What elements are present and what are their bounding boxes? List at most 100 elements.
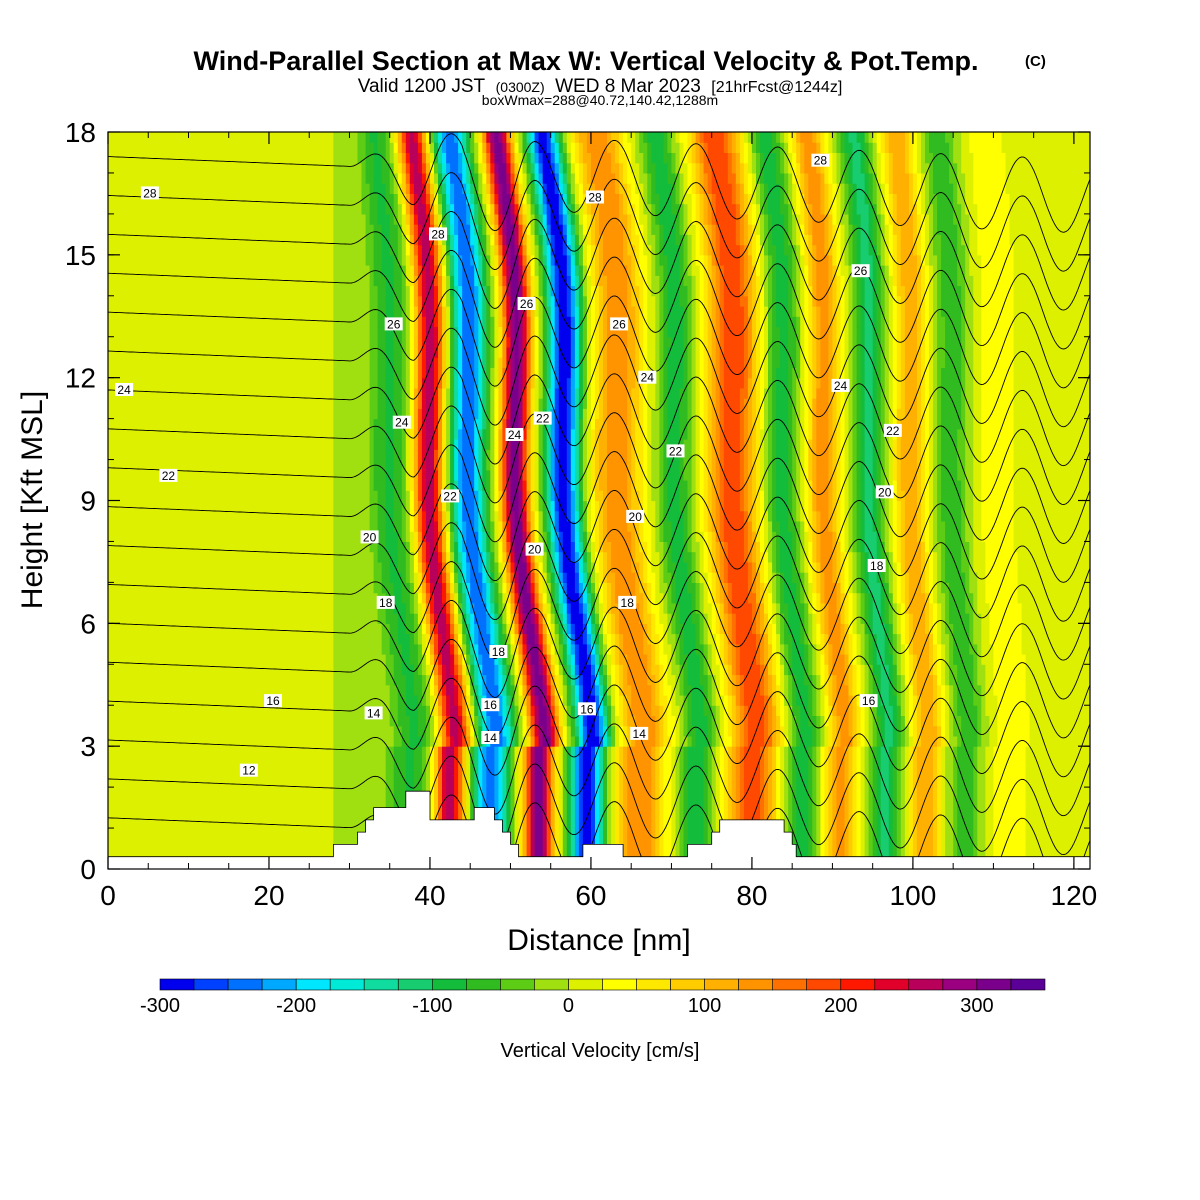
velocity-cell	[108, 766, 113, 778]
velocity-cell	[277, 684, 282, 696]
velocity-cell	[168, 172, 173, 184]
velocity-cell	[180, 275, 185, 287]
velocity-cell	[184, 213, 190, 225]
velocity-cell	[156, 224, 161, 235]
velocity-cell	[132, 572, 137, 583]
velocity-cell	[112, 254, 117, 266]
velocity-cell	[224, 162, 230, 174]
velocity-cell	[240, 776, 246, 788]
velocity-cell	[192, 244, 198, 256]
velocity-cell	[212, 613, 218, 624]
velocity-cell	[204, 572, 210, 583]
velocity-cell	[256, 664, 262, 676]
velocity-cell	[220, 664, 226, 676]
velocity-cell	[381, 674, 387, 686]
velocity-cell	[260, 541, 266, 553]
velocity-cell	[136, 500, 141, 512]
velocity-cell	[136, 203, 141, 215]
velocity-cell	[152, 234, 157, 246]
velocity-cell	[329, 357, 334, 368]
velocity-cell	[285, 817, 290, 829]
velocity-cell	[176, 244, 181, 256]
velocity-cell	[116, 735, 121, 747]
velocity-cell	[369, 551, 375, 563]
velocity-cell	[333, 162, 338, 174]
velocity-cell	[273, 746, 278, 757]
velocity-cell	[305, 664, 310, 676]
velocity-cell	[244, 203, 250, 215]
velocity-cell	[305, 357, 310, 368]
velocity-cell	[381, 766, 387, 778]
velocity-cell	[252, 367, 258, 379]
velocity-cell	[337, 142, 342, 153]
velocity-cell	[313, 336, 318, 348]
velocity-cell	[152, 275, 157, 287]
velocity-cell	[108, 285, 113, 297]
velocity-cell	[172, 705, 177, 716]
velocity-cell	[232, 306, 238, 317]
velocity-cell	[256, 756, 262, 768]
velocity-cell	[329, 541, 334, 553]
velocity-cell	[136, 531, 141, 542]
velocity-cell	[353, 203, 359, 215]
velocity-cell	[309, 695, 314, 706]
velocity-cell	[269, 306, 274, 317]
velocity-cell	[373, 408, 379, 420]
velocity-cell	[236, 418, 242, 430]
velocity-cell	[176, 684, 181, 696]
velocity-cell	[236, 490, 242, 502]
velocity-cell	[341, 183, 346, 194]
velocity-cell	[224, 428, 230, 440]
velocity-cell	[277, 510, 282, 522]
velocity-cell	[196, 490, 202, 502]
velocity-cell	[305, 807, 310, 819]
velocity-cell	[281, 746, 286, 757]
velocity-cell	[176, 387, 181, 399]
velocity-cell	[180, 848, 185, 860]
velocity-cell	[289, 254, 294, 266]
velocity-cell	[124, 521, 129, 532]
velocity-cell	[216, 797, 222, 809]
velocity-cell	[273, 377, 278, 389]
velocity-cell	[176, 551, 181, 563]
velocity-cell	[196, 275, 202, 287]
velocity-cell	[317, 838, 322, 850]
velocity-cell	[172, 387, 177, 399]
velocity-cell	[136, 592, 141, 604]
velocity-cell	[128, 705, 133, 716]
velocity-cell	[144, 674, 149, 686]
velocity-cell	[128, 418, 133, 430]
velocity-cell	[337, 224, 342, 235]
velocity-cell	[305, 203, 310, 215]
velocity-cell	[144, 572, 149, 583]
velocity-cell	[112, 336, 117, 348]
velocity-cell	[325, 541, 330, 553]
velocity-cell	[200, 500, 206, 512]
velocity-cell	[285, 592, 290, 604]
velocity-cell	[361, 183, 367, 194]
velocity-cell	[289, 193, 294, 205]
velocity-cell	[321, 521, 326, 532]
velocity-cell	[204, 817, 210, 829]
velocity-cell	[256, 418, 262, 430]
velocity-cell	[164, 674, 169, 686]
velocity-cell	[285, 398, 290, 409]
velocity-cell	[244, 408, 250, 420]
velocity-cell	[273, 183, 278, 194]
velocity-cell	[172, 582, 177, 594]
velocity-cell	[357, 244, 363, 256]
velocity-cell	[144, 705, 149, 716]
velocity-cell	[285, 142, 290, 153]
velocity-cell	[156, 705, 161, 716]
velocity-cell	[108, 490, 113, 502]
velocity-cell	[273, 142, 278, 153]
velocity-cell	[164, 695, 169, 706]
velocity-cell	[305, 193, 310, 205]
velocity-cell	[341, 602, 346, 614]
velocity-cell	[313, 316, 318, 328]
velocity-cell	[345, 480, 351, 491]
velocity-cell	[212, 592, 218, 604]
velocity-cell	[112, 265, 117, 276]
velocity-cell	[325, 695, 330, 706]
velocity-cell	[281, 551, 286, 563]
